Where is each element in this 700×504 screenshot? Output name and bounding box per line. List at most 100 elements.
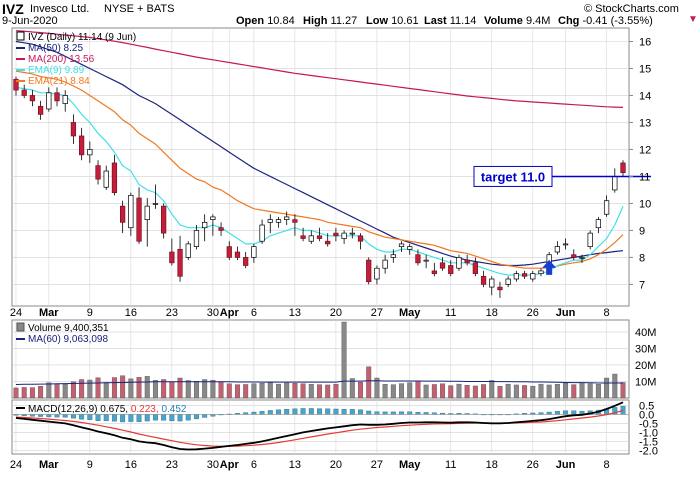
macd-tick-label: -0.5 xyxy=(639,418,658,430)
up-arrow-icon xyxy=(542,259,557,275)
macd-tick-label: -2.0 xyxy=(639,445,658,457)
volume-bar xyxy=(423,384,429,399)
legend-ema9: EMA(9) 9.89 xyxy=(28,65,85,76)
candle-body xyxy=(120,205,126,223)
x-tick-label: 6 xyxy=(251,459,257,471)
company-name: Invesco Ltd. xyxy=(30,3,90,15)
volume-bar xyxy=(546,384,552,399)
candle-body xyxy=(275,219,282,223)
volume-bar xyxy=(522,385,528,399)
brand-label: © StockCharts.com xyxy=(584,3,679,15)
price-tick-label: 10 xyxy=(639,198,651,210)
candle-body xyxy=(210,216,216,220)
x-tick-label: 18 xyxy=(486,307,498,319)
volume-bar xyxy=(177,377,183,399)
x-tick-label: 9 xyxy=(87,307,93,319)
ma50-line xyxy=(15,40,624,267)
open-stat: Open 10.84 xyxy=(236,15,295,27)
legend-ma200: MA(200) 13.56 xyxy=(28,54,95,65)
volume-bar xyxy=(210,379,216,399)
change-stat: Chg -0.41 (-3.55%) xyxy=(558,15,653,27)
candle-body xyxy=(243,257,249,266)
macd-histogram-bar xyxy=(177,414,183,422)
candle-body xyxy=(62,95,68,104)
macd-histogram-bar xyxy=(144,414,150,422)
x-tick-label: 16 xyxy=(125,459,137,471)
x-tick-label: Apr xyxy=(220,307,240,319)
candle-body xyxy=(316,235,323,239)
candle-body xyxy=(530,273,536,280)
volume-bar xyxy=(571,384,577,399)
x-tick-label: 9 xyxy=(87,459,93,471)
macd-histogram-bar xyxy=(128,414,134,422)
candle-body xyxy=(87,149,93,156)
price-tick-label: 8 xyxy=(639,252,645,264)
candle-body xyxy=(37,105,44,115)
candle-body xyxy=(308,235,314,242)
price-tick-label: 7 xyxy=(639,279,645,291)
volume-bar xyxy=(29,387,35,399)
x-tick-label: Mar xyxy=(39,459,59,471)
candle-body xyxy=(251,246,257,258)
macd-histogram-bar xyxy=(120,414,126,423)
volume-bar xyxy=(497,386,503,399)
candle-body xyxy=(448,265,454,274)
candle-body xyxy=(554,246,561,253)
candle-body xyxy=(538,270,544,274)
candle-body xyxy=(357,235,364,242)
price-panel-frame xyxy=(11,27,630,307)
x-tick-label: Jun xyxy=(556,307,576,319)
candle-body xyxy=(595,219,602,229)
candle-body xyxy=(202,221,208,229)
high-stat: High 11.27 xyxy=(303,15,358,27)
volume-bar xyxy=(390,384,396,399)
x-tick-label: Mar xyxy=(39,307,59,319)
volume-bar xyxy=(193,381,199,399)
x-tick-label: 6 xyxy=(251,307,257,319)
volume-tick-label: 10M xyxy=(635,376,656,388)
macd-histogram-bar xyxy=(349,409,355,415)
volume-bar xyxy=(136,377,142,399)
volume-bar xyxy=(234,384,240,399)
change-down-icon: ▼ xyxy=(688,14,698,25)
macd-histogram-bar xyxy=(251,411,257,415)
macd-histogram-bar xyxy=(382,411,388,415)
candle-body xyxy=(521,273,528,277)
candle-body xyxy=(234,251,241,258)
candle-body xyxy=(13,78,19,91)
low-stat: Low 10.61 xyxy=(366,15,419,27)
candle-body xyxy=(267,219,273,223)
candle-body xyxy=(505,278,511,285)
candle-body xyxy=(284,216,290,220)
legend-volume-swatch xyxy=(16,322,25,332)
macd-histogram-bar xyxy=(325,408,331,415)
volume-bar xyxy=(120,375,126,399)
volume-bar xyxy=(358,381,363,399)
volume-bar xyxy=(38,386,44,399)
candle-body xyxy=(423,259,429,262)
x-tick-label: 27 xyxy=(371,459,383,471)
volume-bar xyxy=(620,382,626,399)
volume-bar xyxy=(579,382,585,399)
volume-bar xyxy=(325,384,331,399)
macd-histogram-bar xyxy=(284,408,290,415)
macd-histogram-bar xyxy=(185,414,191,421)
volume-bar xyxy=(505,383,511,399)
ticker-symbol: IVZ xyxy=(2,1,24,17)
price-tick-label: 13 xyxy=(639,117,651,129)
price-tick-label: 11 xyxy=(639,171,650,183)
volume-bar xyxy=(382,384,388,399)
volume-stat: Volume 9.4M xyxy=(484,15,551,27)
macd-histogram-bar xyxy=(276,409,281,415)
price-tick-label: 14 xyxy=(639,90,651,102)
candle-body xyxy=(439,262,446,269)
volume-bar xyxy=(464,385,470,399)
x-tick-label: 30 xyxy=(207,307,219,319)
volume-bar xyxy=(440,383,446,399)
macd-histogram-bar xyxy=(366,410,372,415)
volume-bar xyxy=(366,366,372,399)
candle-body xyxy=(612,176,618,191)
candle-body xyxy=(70,122,77,137)
macd-histogram-bar xyxy=(341,408,347,415)
macd-histogram-bar xyxy=(193,414,199,420)
